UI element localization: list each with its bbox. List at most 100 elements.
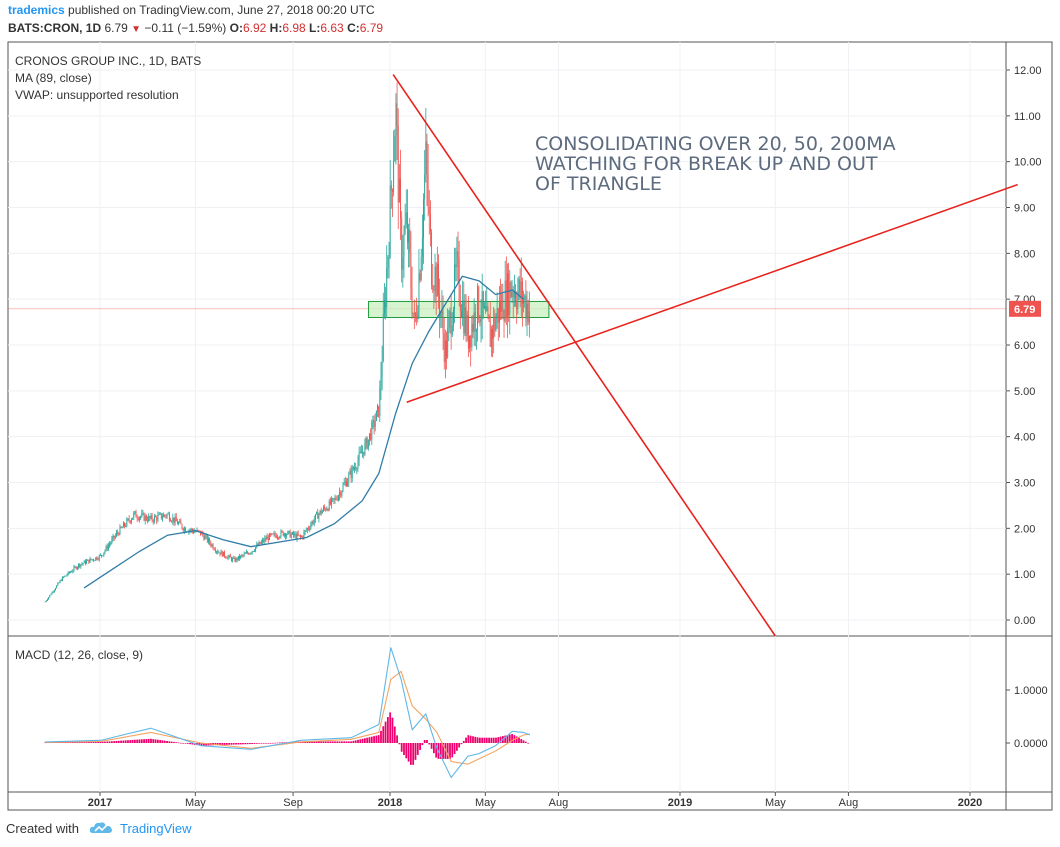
candle-body-235 [314, 514, 316, 520]
candle-body-389 [492, 328, 493, 339]
candle-body-112 [173, 517, 175, 523]
candle-body-269 [354, 467, 355, 470]
support-zone[interactable] [368, 300, 550, 319]
macd-histogram-bar-206 [518, 737, 520, 743]
candle-body-102 [162, 517, 163, 519]
price-tick-label-12: 12.00 [1014, 65, 1042, 77]
candle-body-376 [477, 286, 479, 330]
candle-body-188 [260, 541, 262, 544]
macd-histogram-bar-93 [258, 743, 260, 744]
candle-body-15 [61, 577, 63, 581]
macd-histogram-bar-58 [177, 742, 180, 744]
candle-body-383 [485, 305, 487, 312]
time-tick-label-3: 2018 [378, 797, 402, 809]
candle-body-69 [124, 522, 125, 527]
candle-body-369 [469, 335, 470, 349]
candle-body-40 [90, 558, 92, 560]
macd-histogram-bar-193 [488, 737, 490, 743]
candle-body-347 [443, 333, 445, 362]
macd-histogram-bar-176 [449, 743, 451, 759]
candle-body-87 [144, 515, 146, 521]
candle-body-86 [143, 513, 145, 521]
candle-body-187 [259, 542, 261, 544]
candle-body-380 [481, 291, 483, 320]
candle-body-290 [378, 405, 380, 417]
candle-body-392 [495, 319, 497, 331]
macd-histogram-bar-164 [421, 743, 424, 745]
annotation-line-1: CONSOLIDATING OVER 20, 50, 200MA [535, 133, 896, 155]
candle-body-146 [212, 544, 214, 549]
candle-body-257 [340, 492, 342, 496]
candle-body-314 [405, 212, 407, 225]
macd-histogram-bar-187 [474, 736, 477, 743]
candle-body-391 [494, 316, 496, 331]
macd-histogram-bar-133 [350, 741, 352, 743]
macd-histogram-bar-197 [497, 737, 500, 743]
macd-histogram-bar-145 [377, 735, 380, 743]
time-tick-label-1: May [185, 797, 206, 809]
candle-body-99 [158, 513, 160, 516]
candle-body-396 [500, 300, 502, 313]
candle-body-194 [267, 536, 269, 540]
time-tick-label-9: 2020 [958, 797, 982, 809]
author-link[interactable]: trademics [8, 3, 65, 17]
macd-histogram-bar-88 [246, 743, 249, 745]
candle-body-263 [347, 481, 349, 487]
footer: Created with TradingView [6, 821, 192, 838]
candle-body-324 [417, 312, 419, 320]
price-tick-label-8: 8.00 [1014, 248, 1035, 260]
candle-body-77 [133, 513, 135, 518]
candle-body-71 [126, 519, 128, 526]
candle-body-421 [528, 311, 530, 323]
macd-histogram-bar-117 [313, 741, 316, 743]
candle-body-401 [505, 280, 507, 318]
macd-histogram-bar-163 [419, 743, 421, 750]
macd-histogram-bar-61 [184, 743, 187, 744]
candle-body-284 [371, 422, 373, 440]
candle-body-51 [103, 552, 105, 556]
candle-body-353 [450, 311, 452, 335]
candle-body-153 [220, 551, 222, 555]
candle-body-199 [273, 533, 275, 535]
tradingview-link[interactable]: TradingView [120, 821, 192, 836]
candle-body-303 [393, 161, 395, 192]
candle-body-143 [209, 538, 211, 544]
candle-body-229 [308, 528, 309, 530]
candle-body-372 [472, 323, 474, 333]
candle-body-352 [449, 311, 451, 318]
candle-body-407 [512, 291, 514, 298]
candle-body-142 [208, 538, 209, 542]
macd-histogram-bar-68 [200, 743, 203, 746]
candle-body-260 [343, 483, 345, 485]
candle-body-192 [265, 538, 267, 540]
candle-body-44 [95, 557, 97, 561]
candle-body-30 [79, 563, 81, 567]
candle-body-2 [47, 599, 48, 601]
candle-body-223 [301, 536, 303, 537]
candle-body-37 [87, 559, 89, 561]
candle-body-133 [197, 529, 199, 531]
high-label: H: [269, 21, 283, 35]
macd-histogram-bar-185 [469, 735, 472, 743]
candle-body-339 [434, 266, 436, 291]
last-price-tag-label: 6.79 [1014, 304, 1035, 316]
macd-histogram-bar-42 [140, 739, 143, 743]
candle-body-418 [525, 295, 527, 319]
candle-body-29 [78, 563, 79, 568]
close-value: 6.79 [359, 21, 384, 35]
macd-histogram-bar-76 [219, 743, 221, 746]
candle-body-26 [74, 566, 76, 568]
candle-body-348 [444, 340, 446, 362]
macd-histogram-bar-157 [405, 743, 408, 759]
candle-body-63 [117, 532, 119, 534]
macd-histogram-bar-162 [416, 743, 419, 755]
candle-body-275 [360, 451, 362, 454]
candle-body-233 [312, 521, 314, 524]
candle-body-28 [76, 567, 78, 569]
candle-body-207 [282, 531, 284, 536]
macd-histogram-bar-119 [317, 741, 320, 743]
candle-body-334 [428, 206, 430, 215]
trendlines[interactable] [392, 74, 1018, 637]
macd-histogram-bar-45 [147, 738, 150, 743]
